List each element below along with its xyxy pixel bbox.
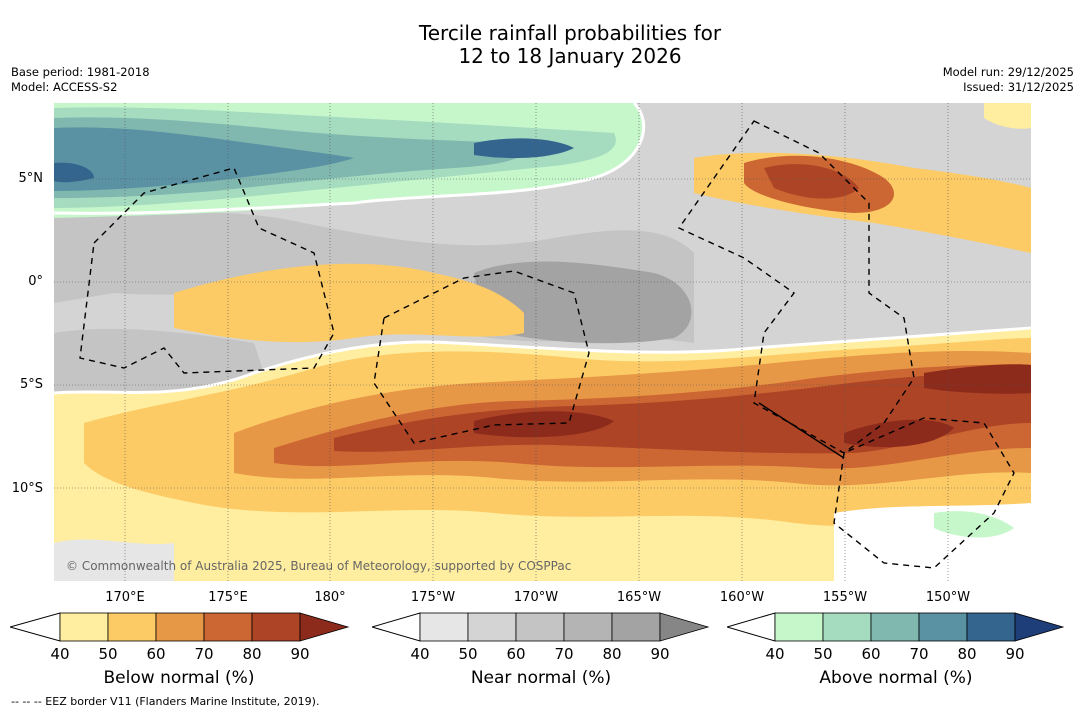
lat-label-5n: 5°N [18, 171, 44, 186]
colorbar-below-tick: 90 [290, 645, 310, 663]
above-80-north [474, 138, 574, 159]
base-period: Base period: 1981-2018 [11, 65, 150, 79]
meta-right: Model run: 29/12/2025 Issued: 31/12/2025 [943, 65, 1074, 95]
colorbar-below-swatch-2 [155, 612, 205, 642]
probability-map [54, 103, 1031, 581]
eez-footnote: -- -- -- EEZ border V11 (Flanders Marine… [11, 695, 320, 708]
graticule [54, 103, 1031, 581]
meta-left: Base period: 1981-2018 Model: ACCESS-S2 [11, 65, 150, 95]
below-90-c [924, 364, 1031, 394]
colorbar-near-tick: 80 [602, 645, 622, 663]
lon-label-150w: 150°W [925, 590, 971, 605]
title-line-1: Tercile rainfall probabilities for [418, 21, 722, 45]
above-40-se [934, 511, 1014, 538]
colorbar-above-tick: 60 [861, 645, 881, 663]
map-canvas [54, 103, 1031, 581]
issued-date: Issued: 31/12/2025 [963, 80, 1074, 94]
colorbar-near-tick: 70 [554, 645, 574, 663]
colorbar-below [10, 612, 350, 642]
colorbar-below-tick: 40 [50, 645, 70, 663]
colorbar-below-swatch-1 [107, 612, 157, 642]
colorbar-near-swatch-1 [467, 612, 517, 642]
eez-kiribati-west [79, 167, 335, 374]
colorbar-near-label: Near normal (%) [470, 668, 612, 688]
lon-label-160w: 160°W [719, 590, 765, 605]
colorbar-near-swatch-3 [563, 612, 613, 642]
colorbar-below-max-arrow [299, 612, 350, 642]
lat-label-0: 0° [28, 274, 43, 289]
colorbar-below-tick: 70 [194, 645, 214, 663]
colorbar-below-swatch-0 [59, 612, 109, 642]
colorbar-below-tick: 60 [146, 645, 166, 663]
eez-tuvalu-tokelau [373, 270, 590, 444]
lon-label-175w: 175°W [410, 590, 456, 605]
colorbar-above-swatch-4 [966, 612, 1016, 642]
near-normal-sw [54, 539, 174, 581]
lon-label-165w: 165°W [616, 590, 662, 605]
colorbar-above-min-arrow [727, 612, 776, 642]
lat-label-5s: 5°S [19, 377, 43, 392]
colorbar-above-label: Above normal (%) [819, 668, 973, 688]
eez-cook-islands [833, 417, 1015, 569]
colorbar-above-swatch-3 [918, 612, 968, 642]
below-80-ne [764, 164, 859, 199]
copyright-notice: © Commonwealth of Australia 2025, Bureau… [66, 559, 572, 573]
eez-borders [79, 120, 1015, 569]
colorbar-near-tick: 60 [506, 645, 526, 663]
below-50-mid [174, 263, 524, 343]
colorbar-below-swatch-3 [203, 612, 253, 642]
colorbar-near-swatch-2 [515, 612, 565, 642]
colorbar-above-swatch-1 [822, 612, 872, 642]
model-run: Model run: 29/12/2025 [942, 65, 1074, 79]
colorbar-below-label: Below normal (%) [103, 668, 255, 688]
eez-kiribati-east [677, 120, 915, 454]
colorbar-near [372, 612, 710, 642]
colorbar-below-tick: 80 [242, 645, 262, 663]
colorbar-near-tick: 90 [650, 645, 670, 663]
colorbar-near-swatch-0 [419, 612, 469, 642]
colorbar-below-swatch-4 [251, 612, 301, 642]
contour-north [54, 103, 646, 215]
lon-label-155w: 155°W [822, 590, 868, 605]
above-80-west [54, 162, 94, 183]
lon-label-170e: 170°E [105, 590, 145, 605]
title-line-2: 12 to 18 January 2026 [458, 44, 682, 68]
colorbar-below-tick: 50 [98, 645, 118, 663]
colorbar-near-min-arrow [372, 612, 421, 642]
colorbar-above-swatch-2 [870, 612, 920, 642]
colorbar-above-tick: 50 [813, 645, 833, 663]
colorbar-above-tick: 80 [957, 645, 977, 663]
colorbar-near-max-arrow [659, 612, 710, 642]
colorbar-near-tick: 40 [410, 645, 430, 663]
map-title: Tercile rainfall probabilities for 12 to… [0, 22, 1085, 68]
colorbar-above-swatch-0 [774, 612, 824, 642]
colorbar-below-min-arrow [10, 612, 61, 642]
colorbar-above-tick: 90 [1005, 645, 1025, 663]
contour-south [54, 326, 1031, 395]
colorbar-above-max-arrow [1014, 612, 1065, 642]
colorbar-above-tick: 40 [765, 645, 785, 663]
eez-solid-segment [758, 402, 845, 459]
lon-label-180: 180° [314, 590, 346, 605]
colorbar-near-tick: 50 [458, 645, 478, 663]
colorbar-above-tick: 70 [909, 645, 929, 663]
white-patch-se [834, 503, 1031, 581]
lon-label-170w: 170°W [513, 590, 559, 605]
lon-label-175e: 175°E [208, 590, 248, 605]
model-name: Model: ACCESS-S2 [11, 80, 118, 94]
colorbar-near-swatch-4 [611, 612, 661, 642]
above-70-north [54, 127, 354, 191]
colorbar-above [727, 612, 1065, 642]
below-40-corner [984, 103, 1031, 129]
lat-label-10s: 10°S [11, 481, 43, 496]
